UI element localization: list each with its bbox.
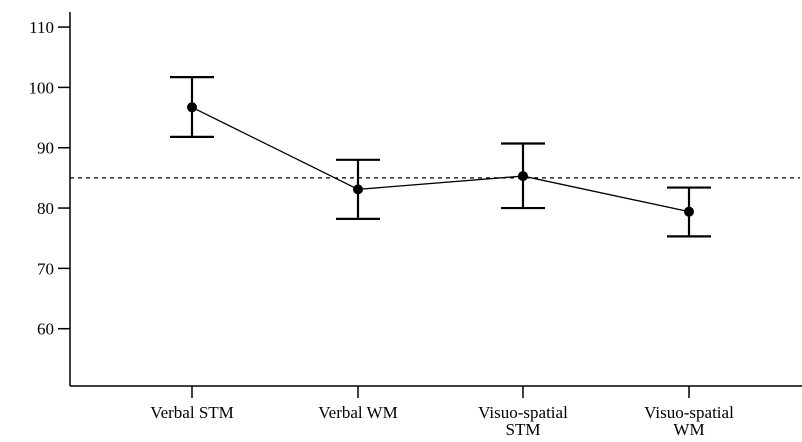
y-tick-label: 80 — [37, 199, 54, 218]
x-category-label: Verbal WM — [318, 403, 397, 422]
y-tick-label: 110 — [29, 18, 54, 37]
series-group — [170, 76, 711, 238]
data-point — [518, 171, 528, 182]
y-tick-label: 90 — [37, 139, 54, 158]
x-category-label: STM — [506, 420, 541, 439]
y-tick-label: 70 — [37, 259, 54, 278]
data-point — [684, 206, 694, 217]
data-point — [353, 184, 363, 195]
y-tick-label: 100 — [29, 78, 55, 97]
labels-group: Verbal STM Verbal WM Visuo-spatialSTMVisuo… — [150, 403, 734, 439]
x-category-label: Visuo-spatial — [644, 403, 734, 422]
x-category-label: WM — [673, 420, 704, 439]
axes: 60 70 80 90 100 110 — [29, 12, 802, 398]
x-category-label: Verbal STM — [150, 403, 234, 422]
x-category-label: Visuo-spatial — [478, 403, 568, 422]
data-point — [187, 102, 197, 113]
series-line — [191, 106, 690, 213]
y-tick-label: 60 — [37, 320, 54, 339]
